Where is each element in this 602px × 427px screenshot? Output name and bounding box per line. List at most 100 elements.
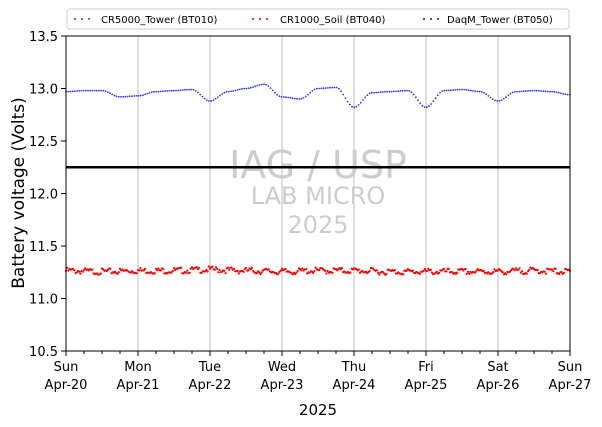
data-point	[153, 272, 156, 275]
data-point	[439, 91, 441, 94]
data-point	[157, 267, 160, 270]
data-point	[469, 89, 472, 92]
data-point	[219, 94, 221, 97]
data-point	[211, 265, 214, 268]
data-point	[410, 91, 413, 94]
data-point	[466, 270, 470, 273]
data-point	[324, 87, 327, 89]
data-point	[447, 89, 450, 92]
data-point	[230, 266, 233, 269]
data-point	[544, 272, 548, 275]
data-point	[524, 90, 527, 92]
x-tick-label-day: Fri	[418, 360, 434, 375]
data-point	[520, 90, 523, 93]
data-point	[216, 267, 219, 270]
data-point	[139, 94, 142, 97]
y-tick-label: 12.5	[29, 135, 58, 150]
data-point	[159, 90, 162, 93]
data-point	[540, 90, 543, 92]
data-point	[357, 268, 360, 271]
data-point	[276, 93, 279, 96]
data-point	[203, 97, 206, 100]
data-point	[280, 267, 284, 270]
data-point	[223, 269, 226, 272]
data-point	[67, 269, 70, 272]
data-point	[425, 106, 428, 109]
data-point	[172, 267, 176, 270]
data-point	[274, 91, 276, 94]
data-point	[66, 266, 69, 269]
data-point	[468, 272, 471, 275]
data-point	[181, 89, 184, 91]
data-point	[124, 95, 127, 98]
watermark-line-3: 2025	[287, 211, 348, 239]
data-point	[91, 268, 94, 271]
data-point	[487, 95, 490, 97]
data-point	[411, 269, 414, 272]
data-point	[326, 270, 329, 273]
data-point	[238, 88, 241, 91]
data-point	[285, 96, 287, 99]
data-point	[150, 91, 153, 94]
data-series	[64, 83, 572, 276]
y-tick-label: 13.0	[29, 83, 58, 98]
data-point	[385, 272, 388, 276]
data-point	[384, 90, 386, 93]
data-point	[505, 273, 508, 276]
data-point	[378, 273, 381, 276]
data-point	[162, 268, 165, 271]
data-point	[118, 267, 122, 270]
data-point	[144, 93, 147, 96]
data-point	[195, 265, 198, 269]
data-point	[564, 93, 567, 96]
data-point	[322, 87, 325, 90]
x-tick-label-day: Sun	[558, 360, 583, 375]
data-point	[194, 90, 197, 92]
data-point	[436, 94, 439, 97]
data-point	[243, 87, 246, 90]
data-point	[401, 89, 404, 92]
data-point	[95, 89, 98, 92]
data-point	[106, 91, 109, 93]
x-tick-label-date: Apr-24	[333, 378, 376, 393]
data-point	[426, 269, 429, 272]
data-point	[474, 271, 477, 274]
data-point	[278, 95, 281, 98]
data-point	[104, 90, 107, 93]
data-point	[447, 267, 450, 270]
x-tick-label-day: Sun	[54, 360, 79, 375]
y-tick-label: 12.0	[29, 188, 58, 203]
data-point	[546, 90, 549, 93]
data-point	[493, 268, 496, 271]
x-tick-label-date: Apr-21	[117, 378, 160, 393]
series-1	[64, 265, 572, 276]
data-point	[111, 93, 114, 96]
data-point	[445, 270, 448, 273]
data-point	[116, 272, 119, 275]
data-point	[137, 94, 140, 97]
data-point	[230, 90, 232, 93]
data-point	[82, 268, 86, 271]
data-point	[340, 266, 344, 270]
data-point	[381, 91, 384, 93]
data-point	[320, 87, 323, 90]
data-point	[454, 89, 457, 91]
data-point	[492, 271, 495, 274]
data-point	[183, 89, 186, 91]
x-tick-label-day: Thu	[341, 360, 366, 375]
data-point	[250, 266, 254, 269]
data-point	[142, 94, 144, 96]
x-tick-label-date: Apr-22	[189, 378, 232, 393]
data-point	[186, 88, 188, 91]
data-point	[430, 103, 433, 105]
watermark-line-2: LAB MICRO	[251, 182, 386, 210]
data-point	[206, 270, 209, 273]
data-point	[366, 94, 369, 96]
data-point	[190, 88, 193, 91]
data-point	[509, 92, 512, 95]
data-point	[199, 93, 202, 96]
data-point	[258, 271, 261, 274]
y-tick-label: 13.5	[29, 30, 58, 45]
data-point	[549, 90, 551, 93]
data-point	[120, 96, 122, 98]
